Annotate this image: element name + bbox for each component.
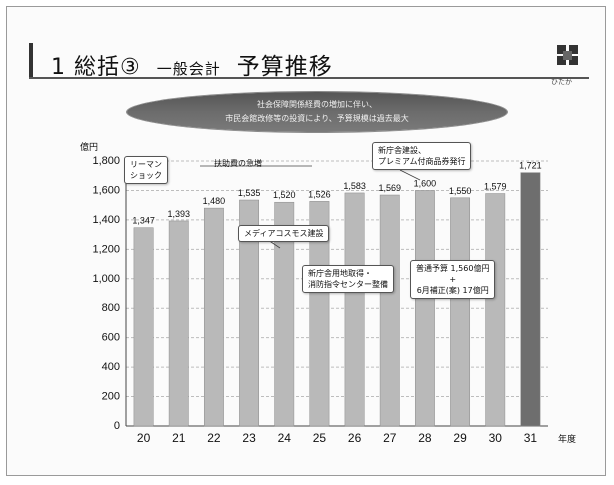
slide: 1 総括③ 一般会計 予算推移 ひたか 社会保障関係経費の増加に伴い、 市民会館… — [6, 6, 606, 476]
bar — [239, 199, 260, 427]
y-tick-label: 1,200 — [92, 243, 120, 255]
bar-value-label: 1,569 — [378, 183, 401, 193]
bar-value-label: 1,480 — [203, 196, 226, 206]
x-tick-label: 25 — [313, 431, 327, 445]
x-tick-label: 31 — [524, 431, 538, 445]
x-tick-label: 21 — [172, 431, 186, 445]
hokusei-line-1: 普通予算 1,560億円 — [416, 264, 490, 273]
x-tick-label: 23 — [242, 431, 256, 445]
hokusei-line-3: 6月補正(案) 17億円 — [416, 286, 489, 295]
title-underline — [29, 77, 589, 79]
bar — [203, 207, 224, 427]
bar — [344, 192, 365, 427]
y-tick-label: 1,400 — [92, 214, 120, 226]
title-main: 総括③ — [74, 55, 141, 80]
lehman-line-1: リーマン — [130, 160, 162, 169]
bar — [485, 193, 506, 427]
y-tick-label: 400 — [102, 361, 120, 373]
bar-value-label: 1,579 — [484, 182, 507, 192]
bar-value-label: 1,550 — [449, 186, 472, 196]
x-tick-label: 20 — [137, 431, 151, 445]
city-logo-icon — [557, 45, 578, 65]
x-tick-label: 26 — [348, 431, 362, 445]
premium-line-1: 新庁舎建設、 — [378, 146, 426, 155]
bar — [133, 227, 154, 427]
title-main2: 予算推移 — [236, 54, 333, 80]
summary-banner: 社会保障関係経費の増加に伴い、 市民会館改修等の投資により、予算規模は過去最大 — [127, 92, 507, 132]
x-tick-label: 22 — [207, 431, 221, 445]
x-tick-label: 27 — [383, 431, 397, 445]
bar — [450, 197, 471, 427]
bar-value-label: 1,600 — [414, 178, 437, 188]
title-accent-bar — [29, 43, 33, 77]
slide-title: 1 総括③ 一般会計 予算推移 — [51, 47, 333, 81]
banner-line-1: 社会保障関係経費の増加に伴い、 — [257, 100, 377, 109]
bar-value-label: 1,721 — [519, 161, 542, 171]
media-callout: メディアコスモス建設 — [238, 225, 330, 242]
fire-callout: 新庁舎用地取得・ 消防指令センター整備 — [302, 265, 394, 293]
bar — [520, 172, 541, 427]
lehman-callout: リーマン ショック — [124, 156, 168, 184]
x-tick-label: 30 — [489, 431, 503, 445]
title-sub: 一般会計 — [156, 60, 221, 78]
lehman-line-2: ショック — [130, 171, 162, 180]
bar — [274, 201, 295, 427]
bar — [379, 194, 400, 427]
bar-value-label: 1,583 — [343, 181, 366, 191]
fire-line-1: 新庁舎用地取得・ — [308, 269, 372, 278]
premium-pointer — [399, 169, 421, 181]
hokusei-callout: 普通予算 1,560億円 + 6月補正(案) 17億円 — [410, 260, 496, 299]
y-tick-label: 1,800 — [92, 155, 120, 167]
y-tick-label: 800 — [102, 302, 120, 314]
title-number: 1 — [51, 55, 66, 80]
bar-value-label: 1,393 — [167, 209, 190, 219]
x-tick-label: 29 — [453, 431, 467, 445]
y-tick-label: 0 — [114, 420, 120, 432]
y-tick-label: 200 — [102, 391, 120, 403]
y-tick-label: 600 — [102, 332, 120, 344]
bar — [168, 220, 189, 427]
x-tick-label: 28 — [418, 431, 432, 445]
x-tick-label: 24 — [278, 431, 292, 445]
premium-callout: 新庁舎建設、 プレミアム付商品券発行 — [372, 142, 472, 170]
premium-line-2: プレミアム付商品券発行 — [378, 157, 466, 166]
y-axis-label: 億円 — [80, 141, 98, 153]
bar — [414, 190, 435, 427]
x-axis-label: 年度 — [558, 433, 576, 445]
logo-caption: ひたか — [551, 78, 572, 86]
bar-value-label: 1,535 — [238, 188, 261, 198]
hokusei-line-2: + — [449, 275, 457, 284]
banner-line-2: 市民会館改修等の投資により、予算規模は過去最大 — [225, 114, 409, 123]
bar-value-label: 1,526 — [308, 189, 331, 199]
y-tick-label: 1,600 — [92, 184, 120, 196]
y-tick-label: 1,000 — [92, 273, 120, 285]
bar-value-label: 1,347 — [132, 216, 155, 226]
bar-value-label: 1,520 — [273, 190, 296, 200]
bar — [309, 201, 330, 427]
fire-line-2: 消防指令センター整備 — [308, 280, 388, 289]
plateau-note: 扶助費の急増 — [214, 159, 262, 168]
